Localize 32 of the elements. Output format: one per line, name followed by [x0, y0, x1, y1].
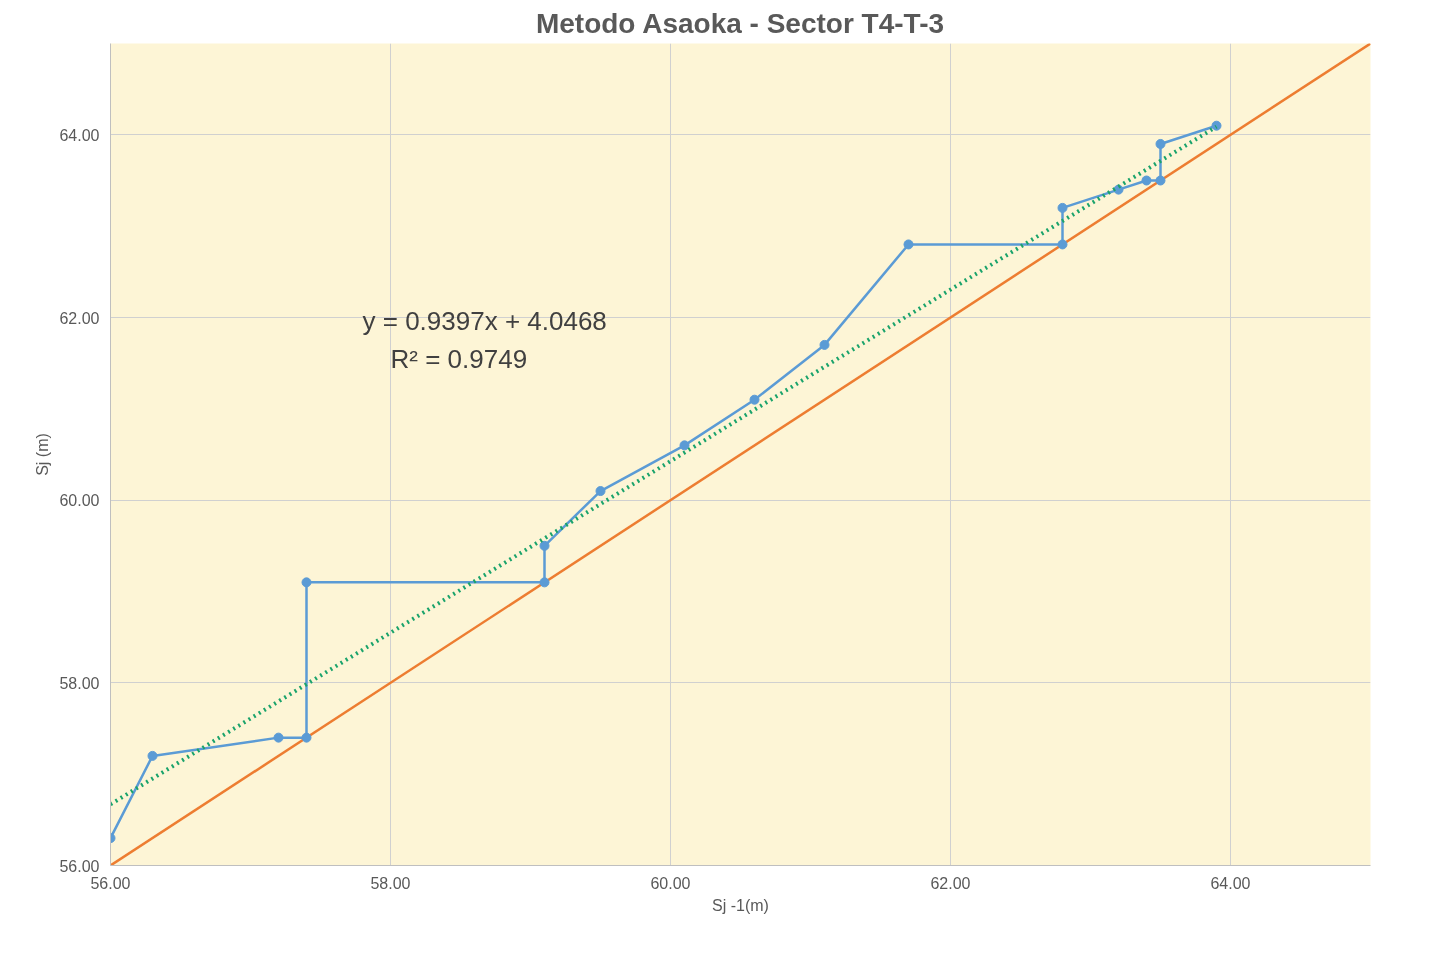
x-tick-label: 64.00 — [1210, 874, 1251, 892]
x-tick-label: 62.00 — [930, 874, 971, 892]
x-tick-label: 60.00 — [650, 874, 691, 892]
point — [147, 750, 158, 761]
point — [301, 577, 312, 588]
point — [301, 732, 312, 743]
y-tick-label: 56.00 — [59, 857, 100, 875]
point — [1155, 175, 1166, 186]
point — [679, 440, 690, 451]
point — [1211, 120, 1222, 131]
annotation: R² = 0.9749 — [390, 344, 528, 375]
point — [539, 540, 550, 551]
chart-title: Metodo Asaoka - Sector T4-T-3 — [535, 7, 945, 39]
y-tick-label: 64.00 — [59, 126, 100, 144]
point — [595, 486, 606, 497]
point — [1057, 239, 1068, 250]
point — [539, 577, 550, 588]
y-axis-title: Sj (m) — [34, 433, 52, 476]
point — [819, 339, 830, 350]
y-tick-label: 62.00 — [59, 309, 100, 327]
point — [273, 732, 284, 743]
point — [1057, 202, 1068, 213]
y-tick-label: 58.00 — [59, 674, 100, 692]
point — [903, 239, 914, 250]
y-tick-label: 60.00 — [59, 492, 100, 510]
point — [1155, 138, 1166, 149]
x-axis-title: Sj -1(m) — [712, 896, 769, 914]
point — [1141, 175, 1152, 186]
annotation: y = 0.9397x + 4.0468 — [362, 305, 607, 336]
point — [749, 394, 760, 405]
x-tick-label: 56.00 — [90, 874, 131, 892]
x-tick-label: 58.00 — [370, 874, 411, 892]
